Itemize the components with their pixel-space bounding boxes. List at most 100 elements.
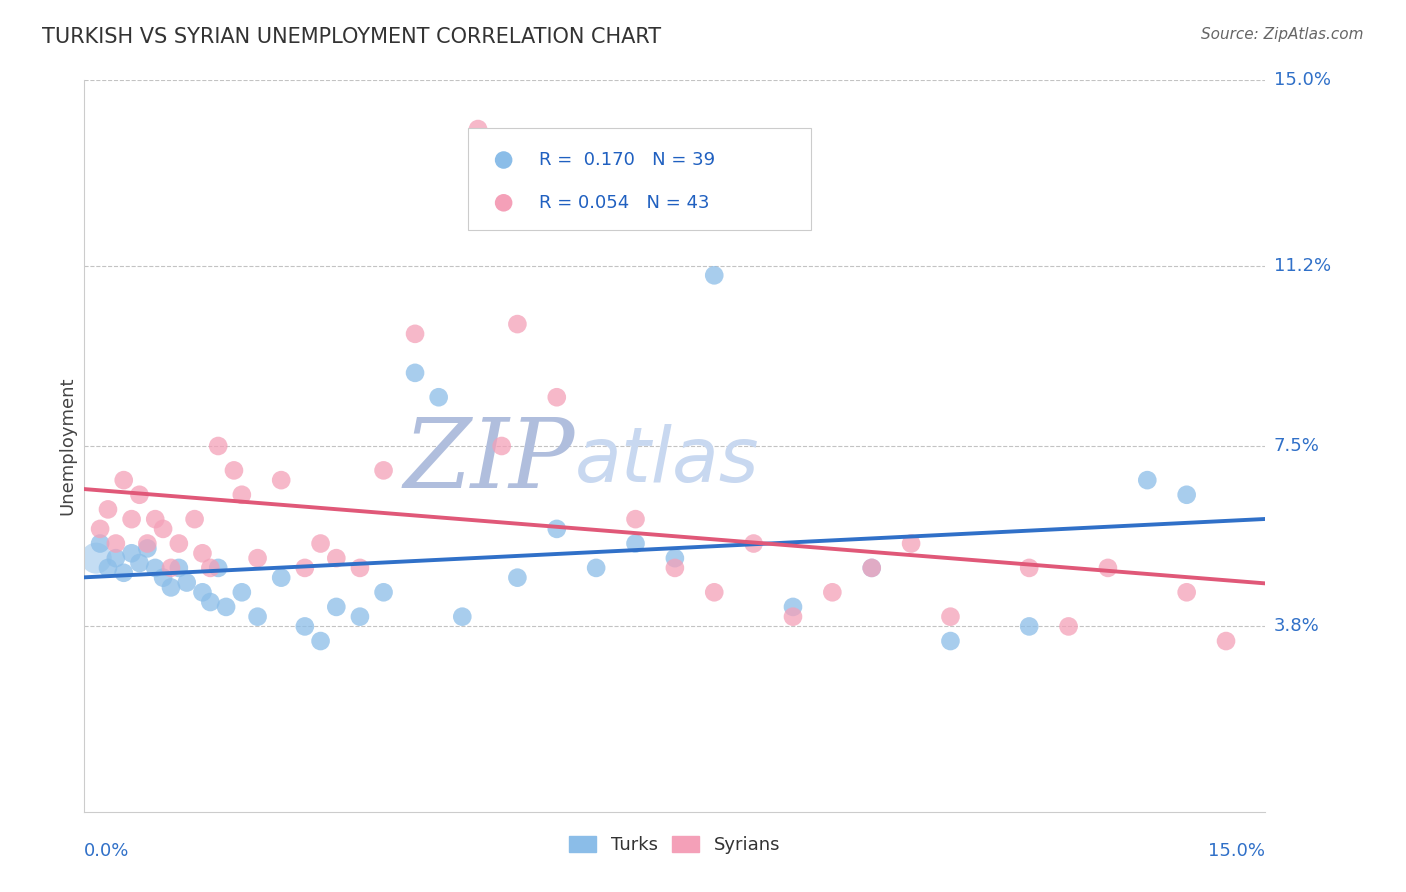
- Point: [664, 551, 686, 566]
- Point: [939, 609, 962, 624]
- Point: [664, 561, 686, 575]
- Point: [546, 390, 568, 404]
- Point: [742, 536, 765, 550]
- Point: [222, 463, 245, 477]
- Point: [200, 561, 222, 575]
- Point: [104, 536, 127, 550]
- Point: [231, 585, 253, 599]
- Point: [167, 536, 190, 550]
- Point: [546, 522, 568, 536]
- Point: [491, 439, 513, 453]
- Y-axis label: Unemployment: Unemployment: [58, 376, 76, 516]
- Point: [167, 561, 190, 575]
- Point: [121, 512, 143, 526]
- Text: R = 0.054   N = 43: R = 0.054 N = 43: [538, 194, 710, 211]
- Point: [112, 566, 135, 580]
- Text: Source: ZipAtlas.com: Source: ZipAtlas.com: [1201, 27, 1364, 42]
- Point: [270, 473, 292, 487]
- Point: [624, 536, 647, 550]
- Point: [246, 551, 269, 566]
- Point: [860, 561, 883, 575]
- Point: [325, 551, 347, 566]
- Point: [1175, 585, 1198, 599]
- Point: [136, 541, 159, 556]
- Point: [703, 268, 725, 283]
- Point: [1215, 634, 1237, 648]
- Point: [467, 122, 489, 136]
- Text: 7.5%: 7.5%: [1274, 437, 1320, 455]
- Point: [160, 561, 183, 575]
- Point: [136, 536, 159, 550]
- Text: atlas: atlas: [575, 424, 759, 498]
- Point: [1018, 619, 1040, 633]
- Point: [231, 488, 253, 502]
- Point: [89, 522, 111, 536]
- Point: [112, 473, 135, 487]
- Point: [101, 764, 124, 778]
- Point: [84, 551, 107, 566]
- Point: [349, 561, 371, 575]
- Point: [821, 585, 844, 599]
- Point: [246, 609, 269, 624]
- Point: [309, 634, 332, 648]
- Point: [215, 599, 238, 614]
- Point: [703, 585, 725, 599]
- Text: 0.0%: 0.0%: [84, 842, 129, 860]
- Point: [183, 512, 205, 526]
- Point: [128, 556, 150, 570]
- Point: [1057, 619, 1080, 633]
- Point: [373, 585, 395, 599]
- Point: [1018, 561, 1040, 575]
- Point: [143, 561, 166, 575]
- Point: [89, 536, 111, 550]
- Text: 11.2%: 11.2%: [1274, 257, 1331, 275]
- Point: [191, 546, 214, 560]
- Point: [451, 609, 474, 624]
- Point: [121, 546, 143, 560]
- Point: [782, 609, 804, 624]
- Point: [152, 522, 174, 536]
- Text: 3.8%: 3.8%: [1274, 617, 1319, 635]
- Point: [860, 561, 883, 575]
- Point: [294, 561, 316, 575]
- Point: [585, 561, 607, 575]
- Point: [152, 571, 174, 585]
- Point: [939, 634, 962, 648]
- Point: [160, 581, 183, 595]
- Point: [97, 561, 120, 575]
- Text: TURKISH VS SYRIAN UNEMPLOYMENT CORRELATION CHART: TURKISH VS SYRIAN UNEMPLOYMENT CORRELATI…: [42, 27, 661, 46]
- Point: [900, 536, 922, 550]
- Point: [176, 575, 198, 590]
- Point: [207, 439, 229, 453]
- Point: [404, 366, 426, 380]
- Point: [104, 551, 127, 566]
- Point: [782, 599, 804, 614]
- Text: 15.0%: 15.0%: [1208, 842, 1265, 860]
- Point: [404, 326, 426, 341]
- Point: [1175, 488, 1198, 502]
- Point: [309, 536, 332, 550]
- Legend: Turks, Syrians: Turks, Syrians: [562, 829, 787, 861]
- Point: [200, 595, 222, 609]
- Point: [325, 599, 347, 614]
- Point: [506, 571, 529, 585]
- Text: R =  0.170   N = 39: R = 0.170 N = 39: [538, 151, 716, 169]
- Point: [128, 488, 150, 502]
- Point: [1097, 561, 1119, 575]
- Point: [427, 390, 450, 404]
- Point: [97, 502, 120, 516]
- Point: [349, 609, 371, 624]
- Point: [270, 571, 292, 585]
- Point: [101, 761, 124, 775]
- Point: [624, 512, 647, 526]
- Point: [1136, 473, 1159, 487]
- Point: [373, 463, 395, 477]
- Point: [294, 619, 316, 633]
- Text: ZIP: ZIP: [404, 414, 575, 508]
- Text: 15.0%: 15.0%: [1274, 71, 1330, 89]
- FancyBboxPatch shape: [468, 128, 811, 230]
- Point: [143, 512, 166, 526]
- Point: [191, 585, 214, 599]
- Point: [207, 561, 229, 575]
- Point: [506, 317, 529, 331]
